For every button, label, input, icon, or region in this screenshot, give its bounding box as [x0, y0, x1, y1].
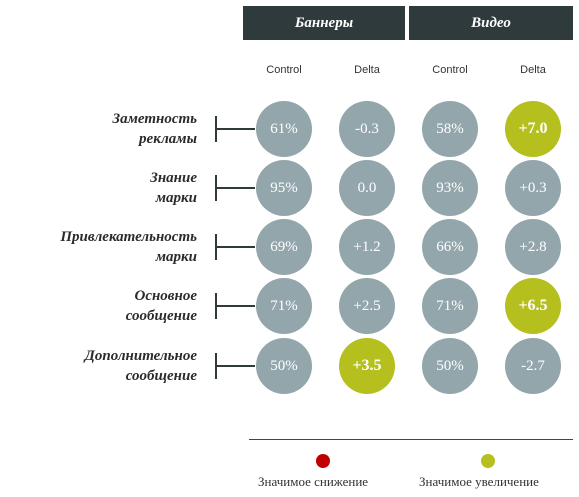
- column-header-delta-video: Delta: [520, 64, 546, 76]
- value-circle: 71%: [422, 278, 478, 334]
- value-circle: 93%: [422, 160, 478, 216]
- row-bracket-horizontal: [215, 128, 255, 130]
- value-circle: -2.7: [505, 338, 561, 394]
- row-bracket-horizontal: [215, 187, 255, 189]
- value-circle: 66%: [422, 219, 478, 275]
- value-circle: +1.2: [339, 219, 395, 275]
- value-circle: +2.5: [339, 278, 395, 334]
- value-circle: +0.3: [505, 160, 561, 216]
- value-circle: 50%: [256, 338, 312, 394]
- value-circle: +3.5: [339, 338, 395, 394]
- row-bracket-horizontal: [215, 365, 255, 367]
- row-label: Дополнительное сообщение: [84, 348, 197, 384]
- legend-label-increase: Значимое увеличение: [419, 474, 539, 489]
- value-circle: +7.0: [505, 101, 561, 157]
- value-circle: 95%: [256, 160, 312, 216]
- row-bracket-horizontal: [215, 305, 255, 307]
- column-header-control-banners: Control: [266, 64, 302, 76]
- value-circle: +2.8: [505, 219, 561, 275]
- row-label: Знание марки: [150, 170, 197, 206]
- column-header-delta-banners: Delta: [354, 64, 380, 76]
- legend-dot-increase: [481, 454, 495, 468]
- row-label: Заметность рекламы: [112, 111, 197, 147]
- group-header-banners: Баннеры: [243, 6, 405, 40]
- value-circle: -0.3: [339, 101, 395, 157]
- value-circle: 69%: [256, 219, 312, 275]
- value-circle: 61%: [256, 101, 312, 157]
- row-label: Привлекательность марки: [60, 229, 197, 265]
- group-header-video: Видео: [409, 6, 573, 40]
- value-circle: 71%: [256, 278, 312, 334]
- legend-label-decrease: Значимое снижение: [258, 474, 369, 489]
- value-circle: +6.5: [505, 278, 561, 334]
- legend-dot-decrease: [316, 454, 330, 468]
- row-bracket-horizontal: [215, 246, 255, 248]
- value-circle: 58%: [422, 101, 478, 157]
- row-label: Основное сообщение: [125, 288, 197, 324]
- legend-divider: [249, 439, 573, 440]
- value-circle: 50%: [422, 338, 478, 394]
- value-circle: 0.0: [339, 160, 395, 216]
- column-header-control-video: Control: [432, 64, 468, 76]
